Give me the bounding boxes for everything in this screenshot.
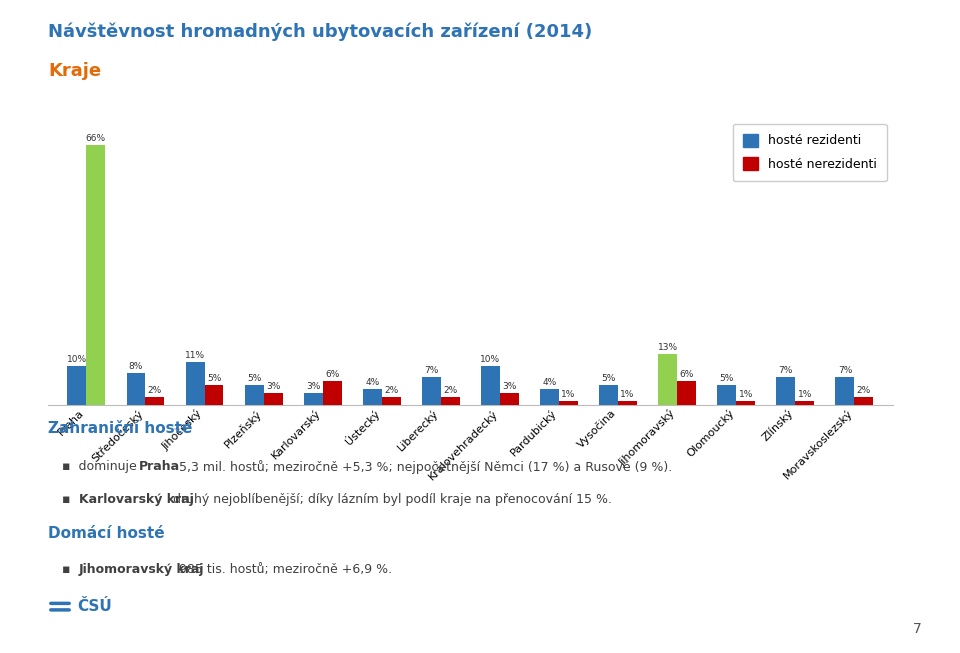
Text: 1%: 1%: [738, 390, 753, 399]
Text: ▪: ▪: [62, 563, 79, 576]
Text: 6%: 6%: [680, 370, 694, 379]
Bar: [146, 397, 164, 405]
Bar: [854, 397, 874, 405]
Text: 2%: 2%: [444, 386, 457, 395]
Text: 3%: 3%: [266, 382, 280, 391]
Text: 4%: 4%: [542, 378, 557, 387]
Text: 5%: 5%: [720, 374, 734, 383]
Text: Zahraniční hosté: Zahraniční hosté: [48, 421, 192, 436]
Text: 13%: 13%: [658, 343, 678, 352]
Bar: [185, 362, 204, 405]
Text: ČSÚ: ČSÚ: [77, 599, 111, 614]
Bar: [264, 393, 282, 405]
Text: 2%: 2%: [148, 386, 162, 395]
Bar: [599, 385, 618, 405]
Text: 5%: 5%: [247, 374, 261, 383]
Text: 66%: 66%: [85, 134, 106, 143]
Text: 4%: 4%: [365, 378, 379, 387]
Bar: [86, 145, 106, 405]
Bar: [835, 377, 854, 405]
Text: ▪: ▪: [62, 493, 79, 506]
Bar: [500, 393, 518, 405]
Text: 5,3 mil. hostů; meziročně +5,3 %; nejpočetnější Němci (17 %) a Rusové (9 %).: 5,3 mil. hostů; meziročně +5,3 %; nejpoč…: [175, 460, 672, 474]
Legend: hosté rezidenti, hosté nerezidenti: hosté rezidenti, hosté nerezidenti: [732, 124, 886, 181]
Text: 7%: 7%: [779, 366, 793, 375]
Text: ▪  dominuje: ▪ dominuje: [62, 460, 141, 473]
Bar: [677, 381, 696, 405]
Text: Praha: Praha: [139, 460, 180, 473]
Bar: [204, 385, 224, 405]
Bar: [559, 401, 578, 405]
Text: 2%: 2%: [856, 386, 871, 395]
Bar: [717, 385, 736, 405]
Bar: [441, 397, 460, 405]
Text: 3%: 3%: [306, 382, 321, 391]
Text: Jihomoravský kraj: Jihomoravský kraj: [79, 563, 204, 576]
Text: Domácí hosté: Domácí hosté: [48, 526, 164, 541]
Text: 10%: 10%: [67, 355, 87, 364]
Text: 1%: 1%: [620, 390, 635, 399]
Bar: [245, 385, 264, 405]
Text: 6%: 6%: [325, 370, 339, 379]
Bar: [795, 401, 814, 405]
Bar: [540, 389, 559, 405]
Bar: [67, 366, 86, 405]
Text: 7%: 7%: [838, 366, 852, 375]
Bar: [127, 374, 146, 405]
Text: 2%: 2%: [384, 386, 398, 395]
Text: Karlovarský kraj: Karlovarský kraj: [79, 493, 194, 506]
Bar: [382, 397, 400, 405]
Bar: [481, 366, 500, 405]
Text: Návštěvnost hromadných ubytovacích zařízení (2014): Návštěvnost hromadných ubytovacích zaříz…: [48, 23, 592, 41]
Text: 10%: 10%: [480, 355, 500, 364]
Text: 7: 7: [913, 622, 922, 635]
Text: 5%: 5%: [602, 374, 615, 383]
Text: 3%: 3%: [502, 382, 516, 391]
Bar: [659, 354, 677, 405]
Text: 985 tis. hostů; meziročně +6,9 %.: 985 tis. hostů; meziročně +6,9 %.: [175, 563, 392, 576]
Bar: [618, 401, 637, 405]
Text: 1%: 1%: [798, 390, 812, 399]
Bar: [422, 377, 441, 405]
Text: druhý nejoblíbenější; díky lázním byl podíl kraje na přenocování 15 %.: druhý nejoblíbenější; díky lázním byl po…: [169, 493, 612, 506]
Bar: [303, 393, 323, 405]
Bar: [777, 377, 795, 405]
Text: 11%: 11%: [185, 351, 205, 360]
Bar: [323, 381, 342, 405]
Text: 1%: 1%: [562, 390, 576, 399]
Bar: [363, 389, 382, 405]
Text: 5%: 5%: [206, 374, 221, 383]
Text: 8%: 8%: [129, 362, 143, 372]
Text: 7%: 7%: [424, 366, 439, 375]
Bar: [736, 401, 756, 405]
Text: Kraje: Kraje: [48, 62, 101, 80]
